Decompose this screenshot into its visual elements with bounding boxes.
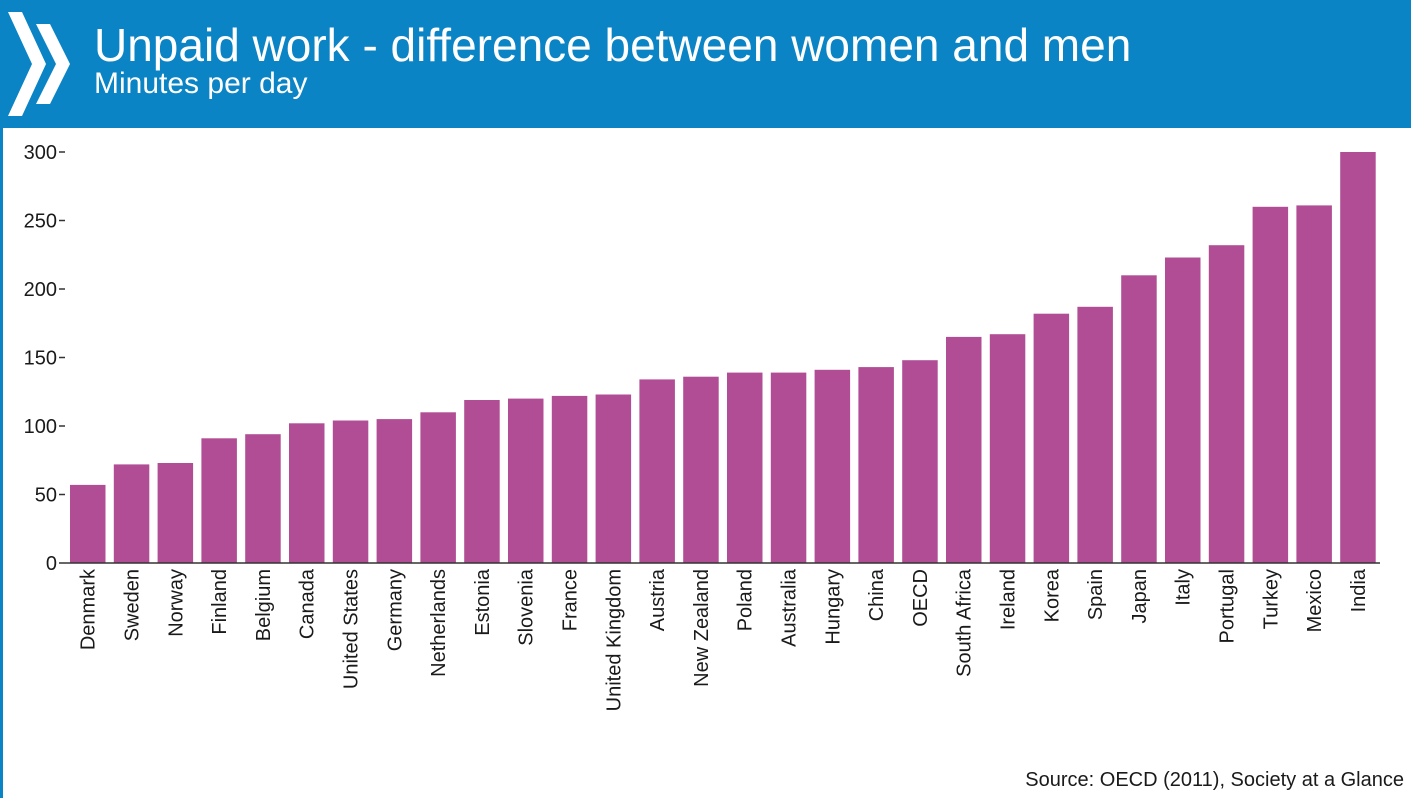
x-tick-label: New Zealand (691, 569, 713, 687)
left-border (0, 128, 3, 798)
bar-india (1340, 152, 1376, 563)
bar-ireland (989, 334, 1026, 563)
bar-japan (1121, 275, 1157, 563)
bar-poland (727, 372, 763, 563)
x-tick-label: China (866, 568, 888, 621)
source-note: Source: OECD (2011), Society at a Glance (1025, 769, 1404, 791)
x-tick-label: Finland (209, 569, 231, 635)
bar-italy (1165, 257, 1201, 563)
x-tick-label: Germany (384, 569, 406, 651)
bar-turkey (1252, 206, 1289, 564)
bar-south-africa (946, 336, 982, 563)
x-tick-label: Korea (1041, 568, 1063, 622)
x-tick-label: Hungary (822, 569, 844, 645)
header-banner: Unpaid work - difference between women a… (0, 0, 1411, 128)
bar-china (858, 367, 894, 563)
x-tick-label: Canada (297, 568, 319, 639)
x-tick-label: United Kingdom (603, 569, 625, 711)
x-tick-label: Belgium (253, 569, 275, 641)
bar-finland (201, 438, 237, 563)
bar-austria (639, 379, 675, 563)
x-tick-label: Netherlands (428, 569, 450, 677)
x-tick-label: Ireland (998, 569, 1020, 630)
x-tick-label: Portugal (1217, 569, 1239, 644)
bar-estonia (464, 400, 500, 563)
bar-australia (770, 372, 807, 563)
bar-slovenia (508, 398, 544, 563)
chart-subtitle: Minutes per day (94, 67, 308, 100)
bar-united-kingdom (595, 394, 632, 563)
bar-norway (157, 463, 194, 563)
x-tick-label: Norway (165, 569, 187, 637)
bar-oecd (902, 360, 938, 563)
bar-portugal (1208, 245, 1245, 563)
x-tick-label: Sweden (122, 569, 144, 641)
x-tick-label: Estonia (472, 568, 494, 636)
bar-canada (289, 423, 325, 563)
bar-mexico (1296, 205, 1332, 563)
x-tick-label: Denmark (78, 568, 100, 650)
bar-hungary (814, 369, 851, 563)
bar-spain (1077, 306, 1113, 563)
x-tick-label: Japan (1129, 569, 1151, 624)
bar-belgium (245, 434, 281, 563)
bar-chart: 0 50 100 150 200 250 300 Denmark Sweden Norway Fin… (24, 142, 1380, 711)
y-tick-label: 200 (24, 279, 57, 301)
x-tick-label: Australia (779, 568, 801, 647)
oecd-chevron-logo-icon (8, 12, 70, 116)
x-tick-label: South Africa (954, 568, 976, 677)
y-tick-label: 100 (24, 416, 57, 438)
y-tick-label: 300 (24, 142, 57, 164)
x-tick-label: France (560, 569, 582, 631)
x-tick-label: India (1348, 568, 1370, 612)
y-tick-label: 50 (35, 485, 57, 507)
bar-korea (1033, 313, 1070, 563)
x-tick-label: Spain (1085, 569, 1107, 620)
x-tick-label: Poland (735, 569, 757, 631)
bar-united-states (332, 420, 369, 563)
x-tick-label: Slovenia (516, 568, 538, 646)
y-tick-label: 0 (46, 553, 57, 575)
bar-germany (376, 419, 413, 563)
x-tick-label: United States (341, 569, 363, 689)
x-tick-label: Turkey (1260, 569, 1282, 629)
x-tick-label: OECD (910, 569, 932, 627)
chart-title: Unpaid work - difference between women a… (94, 19, 1132, 71)
x-tick-label: Mexico (1304, 569, 1326, 632)
bar-new-zealand (683, 376, 719, 563)
bar-netherlands (420, 412, 456, 563)
x-tick-label: Austria (647, 568, 669, 631)
bar-france (551, 395, 588, 563)
bar-sweden (113, 464, 150, 563)
x-tick-label: Italy (1173, 569, 1195, 606)
bar-denmark (70, 484, 106, 563)
y-tick-label: 250 (24, 211, 57, 233)
y-tick-label: 150 (24, 348, 57, 370)
